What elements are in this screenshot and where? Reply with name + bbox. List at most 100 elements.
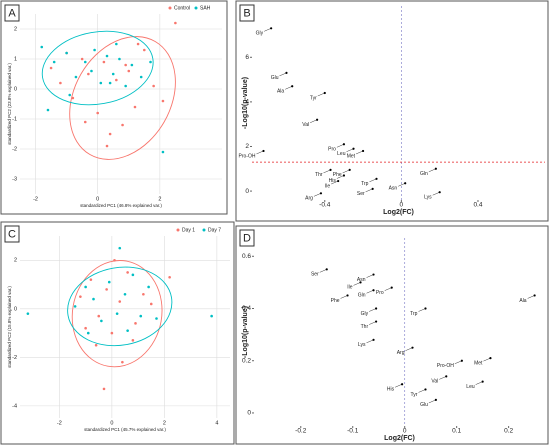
point bbox=[49, 66, 53, 70]
point bbox=[118, 300, 122, 303]
point bbox=[83, 120, 87, 124]
point bbox=[102, 387, 106, 391]
point bbox=[361, 149, 365, 153]
x-tick-label: -2 bbox=[33, 196, 38, 202]
panel-letter-box bbox=[4, 225, 20, 243]
point bbox=[126, 271, 129, 274]
point-arrow bbox=[340, 295, 348, 299]
confidence-ellipse bbox=[67, 266, 173, 347]
y-tick-label: 2 bbox=[245, 143, 249, 150]
point bbox=[424, 388, 427, 391]
point-label: Gln bbox=[420, 171, 428, 177]
point bbox=[375, 177, 378, 180]
point bbox=[121, 360, 124, 364]
point-arrow bbox=[384, 287, 392, 291]
point-label: Thr bbox=[361, 324, 369, 330]
x-tick-label: -0.4 bbox=[319, 202, 331, 209]
point-label: Arg bbox=[397, 350, 405, 356]
point-label: Arg bbox=[305, 196, 313, 202]
point bbox=[149, 302, 153, 306]
x-tick-label: 4 bbox=[215, 420, 218, 426]
point-label: Leu bbox=[337, 151, 346, 157]
point bbox=[118, 246, 122, 250]
point-label: Asn bbox=[357, 277, 366, 283]
point-arrow bbox=[319, 269, 327, 273]
panel-letter-box bbox=[239, 229, 255, 247]
point-label: Ala bbox=[277, 89, 284, 95]
point bbox=[90, 69, 93, 73]
point bbox=[113, 258, 116, 262]
panel-frame bbox=[235, 225, 549, 445]
point bbox=[372, 289, 375, 292]
point bbox=[108, 132, 112, 136]
y-axis-label: -Log10(p-value) bbox=[242, 306, 249, 358]
point bbox=[123, 292, 127, 296]
x-tick-label: 0 bbox=[96, 196, 99, 202]
point bbox=[174, 21, 177, 25]
point bbox=[489, 357, 492, 360]
point bbox=[105, 54, 109, 58]
point bbox=[108, 81, 112, 85]
x-axis-label: Log2(FC) bbox=[384, 435, 415, 442]
point-arrow bbox=[256, 150, 264, 155]
point bbox=[161, 150, 165, 154]
point bbox=[79, 295, 82, 298]
point bbox=[124, 63, 127, 67]
legend-label: SAH bbox=[200, 5, 211, 11]
panel-letter-box bbox=[239, 4, 255, 22]
point bbox=[375, 320, 378, 323]
point bbox=[323, 91, 326, 95]
point bbox=[371, 187, 374, 190]
point bbox=[59, 81, 62, 85]
point-arrow bbox=[342, 169, 350, 174]
point bbox=[325, 268, 328, 271]
point-label: Lys bbox=[358, 342, 366, 348]
point bbox=[96, 111, 99, 115]
point bbox=[73, 305, 77, 308]
point bbox=[84, 326, 87, 330]
point bbox=[445, 375, 448, 378]
point bbox=[40, 45, 44, 49]
point bbox=[533, 294, 536, 297]
point bbox=[68, 93, 72, 97]
x-tick-label: -0.1 bbox=[347, 428, 359, 435]
point-label: Trp bbox=[361, 181, 369, 187]
point bbox=[372, 273, 375, 276]
point bbox=[134, 322, 137, 325]
point-label: Gly bbox=[256, 31, 264, 37]
point bbox=[434, 398, 437, 401]
point-arrow bbox=[317, 92, 325, 97]
legend-marker bbox=[194, 6, 198, 10]
point bbox=[110, 331, 114, 335]
point-arrow bbox=[454, 360, 462, 364]
point bbox=[285, 71, 288, 74]
point-label: Pro bbox=[376, 290, 384, 296]
point-arrow bbox=[365, 188, 373, 193]
point bbox=[139, 314, 143, 318]
point bbox=[74, 75, 78, 79]
point-arrow bbox=[428, 168, 436, 173]
point bbox=[105, 144, 109, 148]
x-tick-label: 0 bbox=[400, 202, 404, 209]
point bbox=[126, 329, 129, 332]
point bbox=[102, 60, 106, 64]
point bbox=[65, 51, 68, 55]
panel-letter: A bbox=[8, 7, 16, 19]
point bbox=[348, 168, 351, 171]
point-arrow bbox=[418, 389, 426, 393]
point bbox=[100, 319, 103, 323]
point-label: Thr bbox=[315, 172, 323, 178]
point-label: Pro-OH bbox=[239, 153, 256, 159]
point-label: His bbox=[329, 178, 337, 184]
point bbox=[434, 167, 437, 170]
point bbox=[107, 280, 111, 284]
point-arrow bbox=[346, 148, 354, 152]
point-label: Lys bbox=[424, 195, 432, 201]
point bbox=[262, 149, 265, 153]
point-arrow bbox=[369, 308, 377, 312]
point bbox=[87, 72, 90, 76]
point-label: Met bbox=[474, 360, 483, 366]
point bbox=[372, 338, 375, 341]
y-axis-label: standardized PC2 (23.8% explained var.) bbox=[7, 63, 12, 145]
point-label: Pro bbox=[328, 147, 336, 153]
